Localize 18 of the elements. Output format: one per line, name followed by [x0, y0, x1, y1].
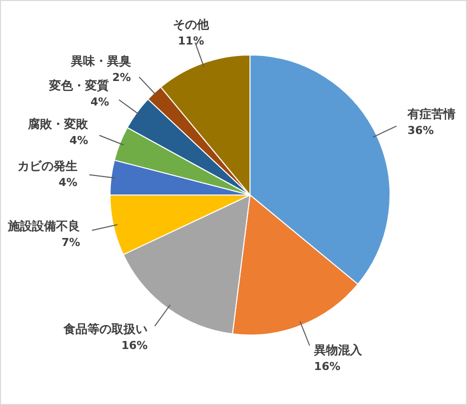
- slice-label: 異味・異臭: [70, 54, 131, 68]
- slice-label: 有症苦情: [406, 106, 456, 121]
- data-label: 36%: [407, 124, 434, 137]
- slice-label: 異物混入: [313, 342, 364, 357]
- slice-label: その他: [173, 17, 210, 32]
- slice-label: 変色・変質: [48, 78, 110, 93]
- data-label: 11%: [178, 34, 204, 48]
- data-label: 16%: [314, 360, 340, 373]
- data-label: 4%: [58, 176, 78, 190]
- data-label: 2%: [112, 71, 131, 84]
- slice-label: 食品等の取扱い: [62, 322, 148, 336]
- slice-label: カビの発生: [17, 159, 78, 174]
- data-label: 4%: [70, 134, 88, 147]
- data-label: 16%: [121, 338, 148, 352]
- data-label: 7%: [62, 236, 80, 249]
- slice-label: 施設設備不良: [7, 218, 80, 233]
- slice-label: 腐敗・変敗: [27, 116, 90, 131]
- data-label: 4%: [90, 96, 110, 109]
